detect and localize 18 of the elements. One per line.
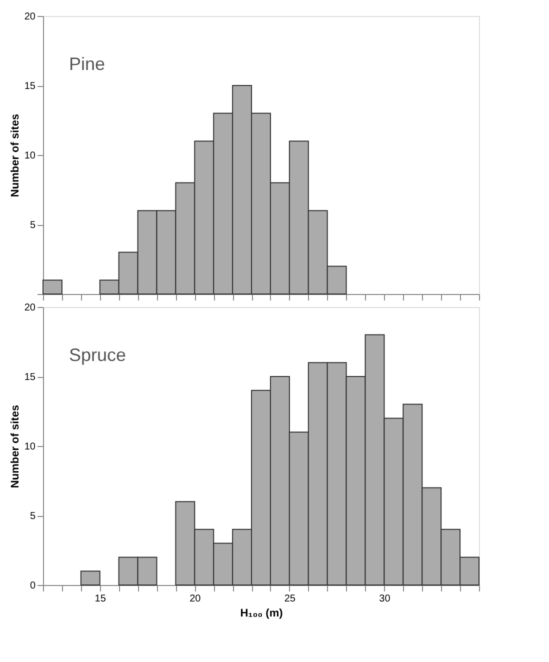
x-tick-label: 25 (284, 594, 296, 604)
text: Spruce (69, 345, 126, 365)
y-axis-title: Number of sites (9, 114, 22, 198)
y-tick-label: 10 (24, 150, 36, 162)
y-tick-label: 20 (24, 12, 36, 22)
y-tick-label: 0 (30, 580, 36, 592)
y-tick-label: 15 (24, 372, 36, 383)
y-axis-title: Number of sites (9, 404, 22, 488)
y-tick-label: 15 (24, 81, 36, 92)
y-tick-label: 5 (30, 511, 36, 522)
text: Pine (69, 54, 106, 74)
y-tick-label: 10 (24, 442, 36, 452)
y-tick-label: 20 (24, 302, 36, 314)
x-axis-title: H₁₀₀ (m) (240, 608, 284, 620)
x-tick-label: 20 (190, 594, 202, 604)
x-tick-label: 15 (94, 594, 106, 604)
y-tick-label: 5 (30, 220, 36, 231)
x-tick-label: 30 (379, 594, 391, 604)
